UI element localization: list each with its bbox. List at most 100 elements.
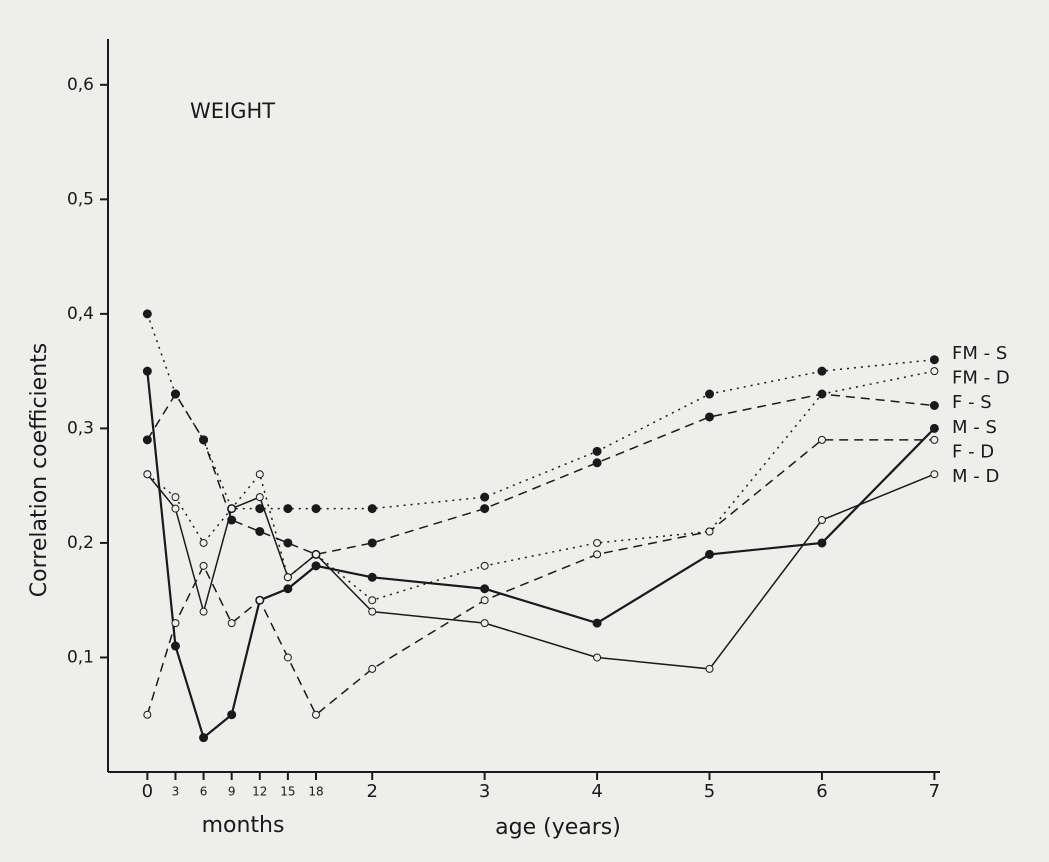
series-line — [146, 439, 935, 716]
y-tick-label: 0,3 — [67, 418, 94, 438]
x-tick-label: 15 — [280, 785, 295, 799]
x-tick-label: 3 — [479, 781, 490, 802]
data-point — [593, 653, 602, 662]
y-tick-label: 0,5 — [67, 189, 94, 209]
data-point — [367, 538, 377, 548]
data-point — [929, 423, 939, 433]
series-line — [146, 371, 936, 740]
data-point — [480, 561, 489, 570]
data-point — [368, 607, 377, 616]
data-point — [171, 619, 180, 628]
y-tick-label: 0,6 — [67, 75, 94, 95]
x-tick-label: 9 — [228, 785, 236, 799]
data-point — [480, 504, 490, 514]
y-axis-label: Correlation coefficients — [27, 343, 52, 597]
data-point — [199, 607, 208, 616]
data-point — [311, 504, 321, 514]
data-point — [170, 641, 180, 651]
data-point — [817, 366, 827, 376]
data-point — [705, 389, 715, 399]
legend-label: F - S — [952, 392, 992, 413]
data-point — [592, 618, 602, 628]
data-point — [199, 538, 208, 547]
data-point — [705, 664, 714, 673]
data-point — [142, 366, 152, 376]
x-tick-label: 2 — [366, 781, 377, 802]
data-point — [480, 492, 490, 502]
data-point — [311, 561, 321, 571]
data-point — [817, 389, 827, 399]
data-point — [817, 516, 826, 525]
data-point — [592, 446, 602, 456]
data-point — [171, 493, 180, 502]
data-point — [283, 504, 293, 514]
x-tick-label: 0 — [142, 781, 153, 802]
x-axis-label: age (years) — [495, 815, 621, 840]
data-point — [283, 653, 292, 662]
data-point — [142, 435, 152, 445]
data-point — [705, 412, 715, 422]
data-point — [142, 309, 152, 319]
data-point — [143, 710, 152, 719]
y-tick-label: 0,1 — [67, 647, 94, 667]
data-point — [227, 619, 236, 628]
x-tick-label: 7 — [929, 781, 940, 802]
x-tick-label: 3 — [172, 785, 180, 799]
data-point — [705, 527, 714, 536]
x-tick-label: 18 — [308, 785, 323, 799]
y-tick-label: 0,2 — [67, 533, 94, 553]
data-point — [171, 504, 180, 513]
data-point — [817, 538, 827, 548]
data-point — [929, 401, 939, 410]
x-tick-label: 12 — [252, 785, 267, 799]
x-axis-label-months: months — [202, 813, 285, 838]
data-point — [255, 526, 265, 536]
series-line — [146, 370, 935, 602]
data-point — [592, 458, 602, 468]
data-point — [255, 493, 264, 502]
data-point — [227, 504, 236, 513]
data-point — [199, 435, 209, 445]
data-point — [199, 561, 208, 570]
data-point — [593, 538, 602, 547]
chart-title: WEIGHT — [190, 99, 275, 123]
data-point — [593, 550, 602, 559]
data-point — [199, 733, 209, 743]
x-tick-label: 6 — [200, 785, 208, 799]
data-point — [283, 573, 292, 582]
data-point — [480, 619, 489, 628]
legend-label: M - D — [952, 466, 999, 487]
data-point — [255, 470, 264, 479]
data-point — [283, 538, 293, 548]
data-point — [312, 710, 320, 719]
data-point — [930, 470, 939, 479]
data-point — [255, 596, 264, 605]
data-point — [367, 572, 377, 582]
x-tick-label: 6 — [816, 781, 827, 802]
data-point — [930, 435, 939, 444]
data-point — [930, 367, 939, 376]
series-line — [146, 473, 935, 670]
y-tick-label: 0,4 — [67, 304, 94, 324]
data-point — [143, 470, 152, 479]
legend-label: M - S — [952, 417, 997, 438]
data-point — [368, 596, 377, 605]
data-point — [283, 584, 293, 594]
data-point — [312, 550, 320, 559]
x-tick-label: 5 — [704, 781, 715, 802]
data-point — [170, 389, 180, 399]
series-line — [146, 392, 935, 556]
legend-label: FM - S — [952, 343, 1007, 364]
data-point — [480, 584, 490, 594]
data-point — [480, 596, 489, 605]
data-point — [817, 435, 826, 444]
series-line — [146, 313, 935, 510]
data-point — [367, 504, 377, 514]
data-point — [227, 710, 237, 720]
x-tick-label: 4 — [591, 781, 602, 802]
legend-label: FM - D — [952, 368, 1010, 389]
data-point — [929, 355, 939, 365]
data-point — [368, 664, 377, 673]
